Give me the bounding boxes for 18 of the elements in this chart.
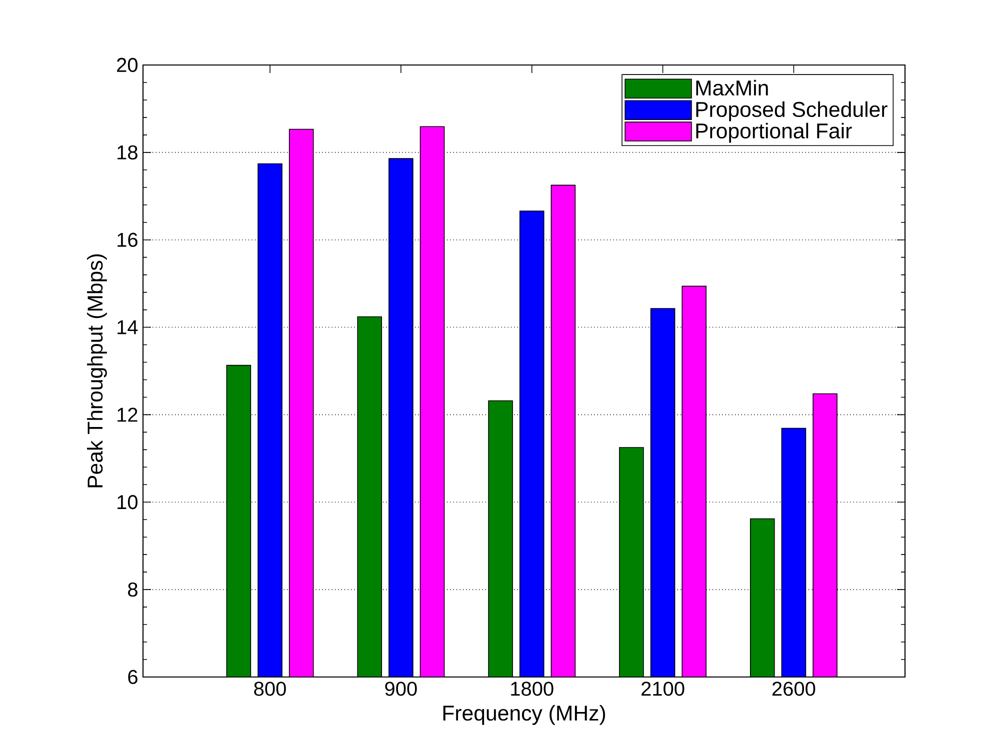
x-tick-label: 900 (385, 682, 417, 696)
y-tick-label: 10 (118, 495, 138, 510)
y-tick-label: 16 (118, 232, 138, 247)
x-tick-label: 2100 (642, 682, 684, 696)
x-tick-label: 1800 (511, 682, 554, 696)
legend-label: MaxMin (696, 80, 768, 96)
x-tick-label: 2600 (772, 682, 816, 696)
y-tick-label: 18 (118, 145, 138, 160)
y-tick-label: 6 (128, 670, 138, 684)
x-tick-label: 800 (254, 682, 286, 696)
legend-label: Proportional Fair (696, 122, 852, 143)
x-axis-title: Frequency (MHz) (443, 705, 606, 725)
y-tick-label: 8 (128, 582, 138, 597)
y-tick-label: 12 (118, 408, 138, 422)
y-tick-label: 14 (118, 320, 138, 334)
legend-label: Proposed Scheduler (696, 101, 888, 122)
y-axis-title: Peak Throughput (Mbps) (87, 254, 107, 488)
y-tick-label: 20 (117, 58, 138, 72)
